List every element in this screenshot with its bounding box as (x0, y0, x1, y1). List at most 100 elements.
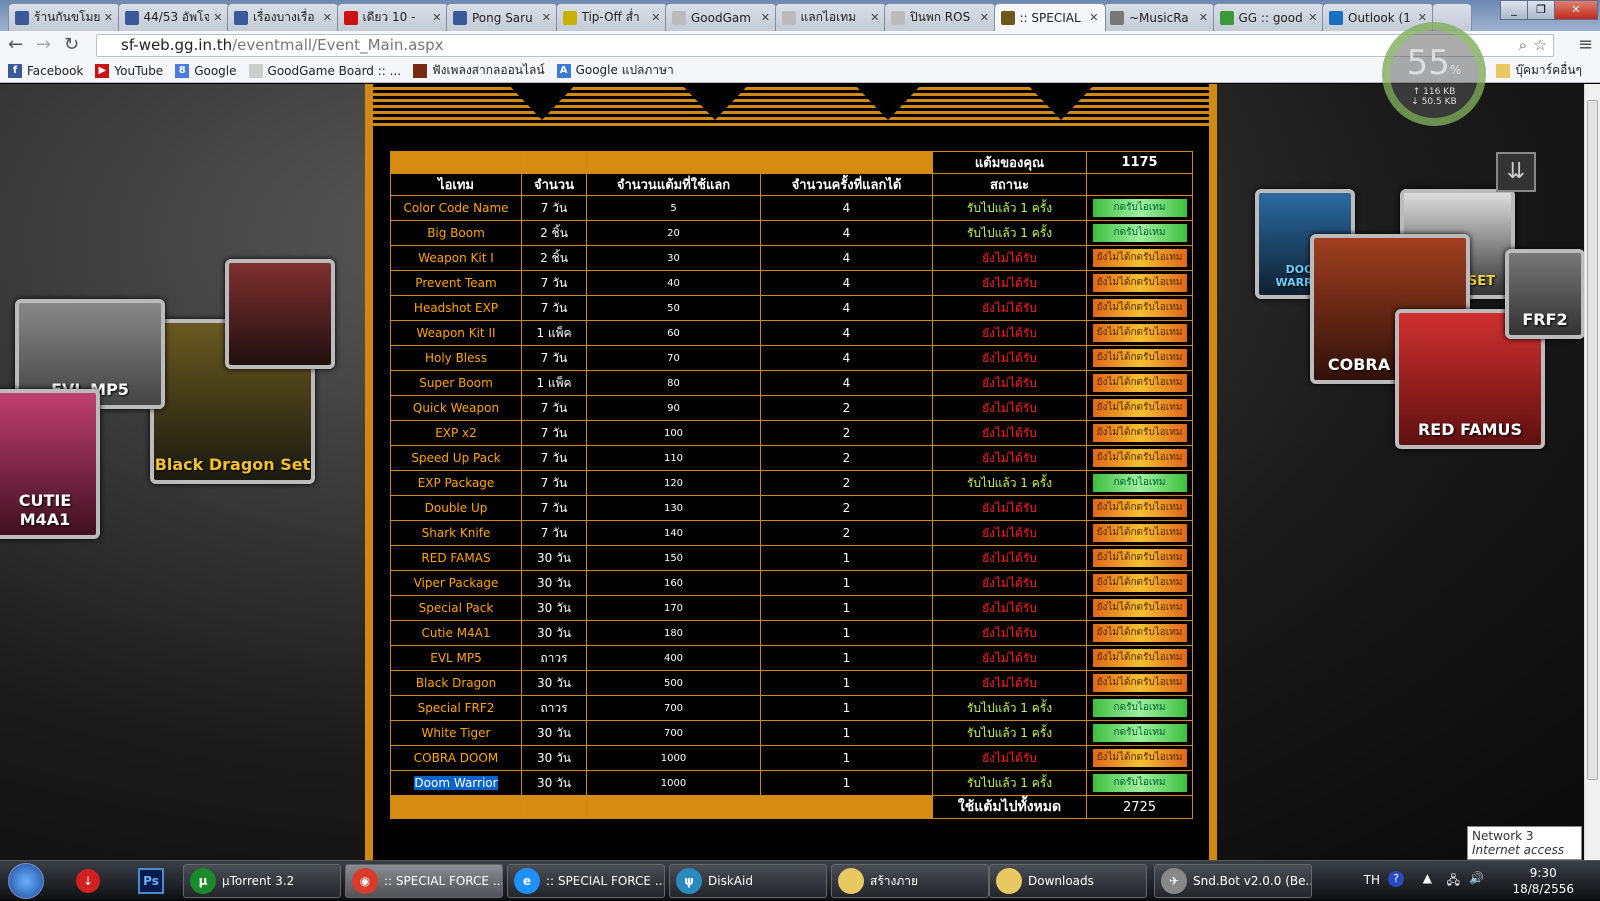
bookmark[interactable]: f Facebook (8, 61, 83, 80)
browser-tab[interactable]: ~MusicRa ✕ (1103, 3, 1215, 31)
claim-item-button[interactable]: กดรับไอเทม (1092, 724, 1187, 742)
not-claimed-button[interactable]: ยังไม่ได้กดรับไอเทม (1092, 574, 1187, 592)
browser-tab[interactable]: Outlook (1 ✕ (1322, 3, 1434, 31)
taskbar-item[interactable]: ✈ Snd.Bot v2.0.0 (Be... (1154, 864, 1312, 898)
bookmark[interactable]: GoodGame Board :: ... (248, 61, 401, 80)
close-tab-icon[interactable]: ✕ (651, 11, 661, 24)
other-bookmarks[interactable]: บุ๊คมาร์คอื่นๆ (1496, 61, 1582, 80)
item-qty: 30 วัน (521, 670, 587, 696)
tab-title: Outlook (1 (1348, 10, 1411, 25)
close-tab-icon[interactable]: ✕ (213, 11, 223, 24)
star-icon[interactable]: ☆ (1533, 36, 1547, 54)
help-icon[interactable]: ? (1388, 871, 1404, 887)
claim-item-button[interactable]: กดรับไอเทม (1092, 474, 1187, 492)
back-icon[interactable]: ← (8, 34, 24, 55)
reload-icon[interactable]: ↻ (64, 34, 80, 55)
vertical-scrollbar[interactable] (1584, 84, 1600, 860)
item-name: Big Boom (390, 220, 522, 246)
not-claimed-button[interactable]: ยังไม่ได้กดรับไอเทม (1092, 399, 1187, 417)
tray-expand-icon[interactable]: ▲ (1422, 871, 1432, 885)
close-tab-icon[interactable]: ✕ (322, 11, 332, 24)
menu-icon[interactable]: ≡ (1578, 34, 1594, 55)
close-tab-icon[interactable]: ✕ (1308, 11, 1318, 24)
close-tab-icon[interactable]: ✕ (760, 11, 770, 24)
not-claimed-button[interactable]: ยังไม่ได้กดรับไอเทม (1092, 299, 1187, 317)
youtube-icon (343, 10, 358, 25)
close-tab-icon[interactable]: ✕ (541, 11, 551, 24)
bookmark[interactable]: 8 Google (175, 61, 237, 80)
not-claimed-button[interactable]: ยังไม่ได้กดรับไอเทม (1092, 674, 1187, 692)
close-tab-icon[interactable]: ✕ (1089, 11, 1099, 24)
not-claimed-button[interactable]: ยังไม่ได้กดรับไอเทม (1092, 374, 1187, 392)
minimize-button[interactable]: _ (1500, 0, 1528, 20)
item-qty: 7 วัน (521, 395, 587, 421)
browser-tab[interactable]: Tip-Off ส่ำ ✕ (555, 3, 668, 31)
browser-tab[interactable]: เดียว 10 - ✕ (336, 3, 449, 31)
item-status: ยังไม่ได้รับ (932, 320, 1087, 346)
browser-tab[interactable]: Pong Saru ✕ (446, 3, 558, 31)
close-tab-icon[interactable]: ✕ (432, 11, 442, 24)
not-claimed-button[interactable]: ยังไม่ได้กดรับไอเทม (1092, 549, 1187, 567)
taskbar-item[interactable]: µ µTorrent 3.2 (183, 864, 341, 898)
item-times: 4 (760, 345, 933, 371)
not-claimed-button[interactable]: ยังไม่ได้กดรับไอเทม (1092, 749, 1187, 767)
not-claimed-button[interactable]: ยังไม่ได้กดรับไอเทม (1092, 649, 1187, 667)
not-claimed-button[interactable]: ยังไม่ได้กดรับไอเทม (1092, 249, 1187, 267)
not-claimed-button[interactable]: ยังไม่ได้กดรับไอเทม (1092, 524, 1187, 542)
taskbar-item[interactable]: สร้างภาย (831, 864, 989, 898)
item-status: ยังไม่ได้รับ (932, 670, 1087, 696)
taskbar-item-label: สร้างภาย (870, 873, 919, 888)
table-row: EVL MP5 ถาวร 400 1 ยังไม่ได้รับ ยังไม่ได… (390, 645, 1193, 671)
bookmark[interactable]: ▶ YouTube (95, 61, 163, 80)
close-window-button[interactable]: ✕ (1554, 0, 1598, 20)
taskbar-item[interactable]: ◉:: SPECIAL FORCE ... (345, 864, 503, 898)
browser-tab[interactable]: GG :: good ✕ (1212, 3, 1325, 31)
claim-item-button[interactable]: กดรับไอเทม (1092, 699, 1187, 717)
downloader-icon[interactable]: ↓ (76, 869, 100, 893)
item-points: 1000 (586, 745, 761, 771)
not-claimed-button[interactable]: ยังไม่ได้กดรับไอเทม (1092, 424, 1187, 442)
bookmark[interactable]: ฟังเพลงสากลออนไลน์ (413, 61, 545, 80)
not-claimed-button[interactable]: ยังไม่ได้กดรับไอเทม (1092, 599, 1187, 617)
browser-tab[interactable]: ปินพก ROS ✕ (884, 3, 996, 31)
browser-tab[interactable]: ร้านกันขโมย ✕ (8, 3, 120, 31)
not-claimed-button[interactable]: ยังไม่ได้กดรับไอเทม (1092, 324, 1187, 342)
clock[interactable]: 9:30 18/8/2556 (1512, 865, 1574, 897)
maximize-button[interactable]: ❐ (1527, 0, 1555, 20)
not-claimed-button[interactable]: ยังไม่ได้กดรับไอเทม (1092, 499, 1187, 517)
taskbar-item[interactable]: Downloads (989, 864, 1147, 898)
network-icon[interactable]: 🖧 (1446, 873, 1460, 887)
taskbar-item[interactable]: e:: SPECIAL FORCE ... (507, 864, 665, 898)
close-tab-icon[interactable]: ✕ (1417, 11, 1427, 24)
claim-item-button[interactable]: กดรับไอเทม (1092, 224, 1187, 242)
scroll-down-arrow-icon[interactable]: ⇊ (1496, 152, 1536, 192)
close-tab-icon[interactable]: ✕ (979, 11, 989, 24)
photoshop-icon[interactable]: Ps (138, 868, 164, 894)
browser-tab[interactable]: :: SPECIAL ✕ (993, 3, 1106, 31)
volume-icon[interactable]: 🔊 (1469, 871, 1484, 885)
close-tab-icon[interactable]: ✕ (870, 11, 880, 24)
not-claimed-button[interactable]: ยังไม่ได้กดรับไอเทม (1092, 449, 1187, 467)
close-tab-icon[interactable]: ✕ (103, 11, 113, 24)
browser-tab[interactable]: 44/53 อัพโจ ✕ (117, 3, 230, 31)
language-indicator[interactable]: TH (1363, 873, 1380, 887)
not-claimed-button[interactable]: ยังไม่ได้กดรับไอเทม (1092, 349, 1187, 367)
item-status: ยังไม่ได้รับ (932, 445, 1087, 471)
claim-item-button[interactable]: กดรับไอเทม (1092, 199, 1187, 217)
claim-item-button[interactable]: กดรับไอเทม (1092, 774, 1187, 792)
search-icon[interactable]: ⌕ (1518, 36, 1527, 54)
browser-tab[interactable]: GoodGam ✕ (665, 3, 777, 31)
address-bar[interactable]: sf-web.gg.in.th/eventmall/Event_Main.asp… (96, 34, 1554, 57)
close-tab-icon[interactable]: ✕ (1198, 11, 1208, 24)
taskbar-item[interactable]: ψ DiskAid (669, 864, 827, 898)
not-claimed-button[interactable]: ยังไม่ได้กดรับไอเทม (1092, 624, 1187, 642)
item-times: 4 (760, 295, 933, 321)
bookmark[interactable]: A Google แปลภาษา (556, 61, 674, 80)
scrollbar-thumb[interactable] (1587, 100, 1598, 780)
browser-tab[interactable]: เรื่องบางเรื่อ ✕ (227, 3, 339, 31)
forward-icon[interactable]: → (36, 34, 52, 55)
not-claimed-button[interactable]: ยังไม่ได้กดรับไอเทม (1092, 274, 1187, 292)
browser-tab[interactable]: แลกไอเทม ✕ (774, 3, 887, 31)
item-times: 4 (760, 245, 933, 271)
start-button[interactable] (8, 863, 44, 899)
